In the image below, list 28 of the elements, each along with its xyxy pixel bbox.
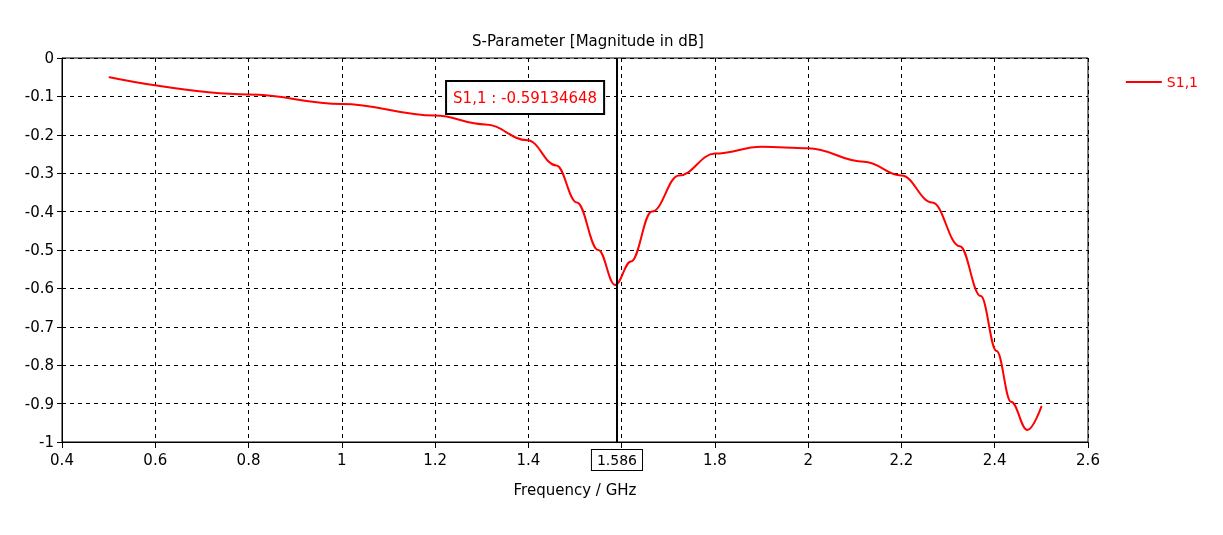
y-tick-label: -0.1: [24, 87, 54, 106]
x-tick-label: 1.8: [702, 450, 727, 469]
x-tick-label: 1.4: [516, 450, 541, 469]
x-tick-label: 2: [803, 450, 813, 469]
y-tick-label: -0.7: [24, 317, 54, 336]
x-tick-label: 1: [337, 450, 347, 469]
chart-title: S-Parameter [Magnitude in dB]: [472, 31, 704, 50]
y-tick-label: -0.9: [24, 394, 54, 413]
x-axis-title: Frequency / GHz: [513, 480, 637, 499]
annotation: S1,1 : -0.59134648: [453, 88, 598, 107]
y-tick-label: -0.8: [24, 356, 54, 375]
y-tick-label: -1: [39, 433, 54, 451]
x-tick-label: 2.6: [1076, 450, 1100, 469]
x-tick-label: 0.6: [143, 450, 168, 469]
y-tick-label: -0.2: [24, 125, 54, 144]
legend-label: S1,1: [1166, 74, 1198, 90]
x-tick-label: 0.4: [50, 450, 74, 469]
x-tick-label: 2.2: [889, 450, 914, 469]
y-tick-label: -0.6: [24, 279, 54, 298]
ref-line-label: 1.586: [596, 452, 638, 468]
x-tick-label: 1.2: [423, 450, 448, 469]
x-tick-label: 2.4: [982, 450, 1007, 469]
y-tick-label: -0.5: [24, 241, 54, 259]
y-tick-label: 0: [44, 49, 54, 67]
y-tick-label: -0.4: [24, 202, 54, 221]
y-tick-label: -0.3: [24, 164, 54, 183]
line-series: [108, 76, 1043, 432]
x-tick-label: 0.8: [236, 450, 261, 469]
